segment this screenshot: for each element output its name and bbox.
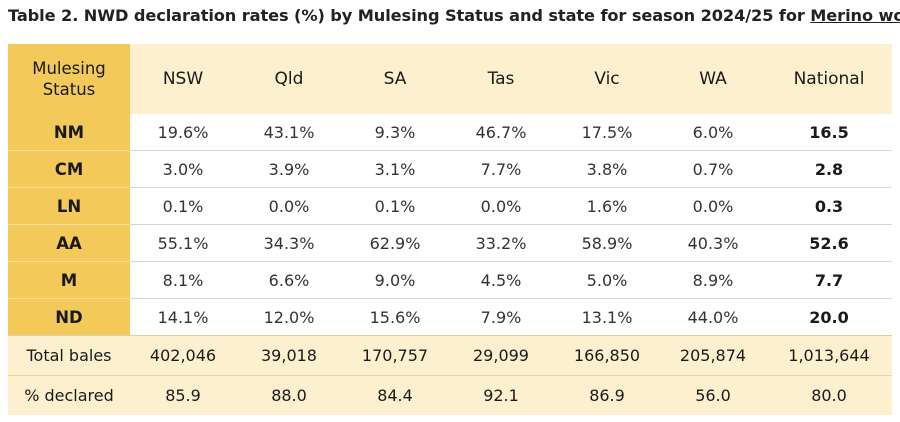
table-cell: 3.1% (342, 150, 448, 188)
mulesing-status-header: Mulesing Status (8, 44, 130, 114)
table-row-cm: CM 3.0% 3.9% 3.1% 7.7% 3.8% 0.7% 2.8 (8, 150, 892, 188)
table-cell: 46.7% (448, 114, 554, 151)
table-cell: 4.5% (448, 261, 554, 299)
declaration-rates-table: Mulesing Status NSW Qld SA Tas Vic WA Na… (8, 44, 892, 415)
table-cell: 58.9% (554, 224, 660, 262)
table-cell: 3.8% (554, 150, 660, 188)
percent-declared-row: % declared 85.9 88.0 84.4 92.1 86.9 56.0… (8, 375, 892, 415)
declared-cell: 80.0 (766, 375, 892, 415)
table-row-m: M 8.1% 6.6% 9.0% 4.5% 5.0% 8.9% 7.7 (8, 261, 892, 299)
declared-cell: 92.1 (448, 375, 554, 415)
total-cell: 1,013,644 (766, 335, 892, 376)
total-cell: 39,018 (236, 335, 342, 376)
national-cell: 52.6 (766, 224, 892, 262)
row-label: ND (8, 298, 130, 336)
table-cell: 1.6% (554, 187, 660, 225)
table-cell: 15.6% (369, 307, 421, 327)
table-cell: 3.0% (130, 150, 236, 188)
table-cell: 17.5% (554, 114, 660, 151)
table-cell: 6.0% (660, 114, 766, 151)
column-header-tas: Tas (448, 44, 554, 114)
table-cell: 6.6% (236, 261, 342, 299)
table-cell: 5.0% (554, 261, 660, 299)
row-label: AA (8, 224, 130, 262)
total-cell: 170,757 (342, 335, 448, 376)
row-label: M (8, 261, 130, 299)
column-header-national: National (766, 44, 892, 114)
column-header-nsw: NSW (130, 44, 236, 114)
total-bales-row: Total bales 402,046 39,018 170,757 29,09… (8, 335, 892, 376)
table-cell: 0.7% (660, 150, 766, 188)
table-cell: 13.1% (581, 307, 633, 327)
table-title-text: Table 2. NWD declaration rates (%) by Mu… (8, 6, 811, 25)
national-cell: 2.8 (766, 150, 892, 188)
national-cell: 7.7 (766, 261, 892, 299)
table-cell: 19.6% (130, 114, 236, 151)
declared-cell: 86.9 (554, 375, 660, 415)
total-cell: 205,874 (660, 335, 766, 376)
header-row: Mulesing Status NSW Qld SA Tas Vic WA Na… (8, 44, 892, 114)
table-cell: 0.0% (448, 187, 554, 225)
declared-cell: 56.0 (660, 375, 766, 415)
total-cell: 166,850 (554, 335, 660, 376)
total-bales-label: Total bales (8, 335, 130, 376)
table-cell: 40.3% (660, 224, 766, 262)
table-row-nd: ND 14.1% 12.0% 15.6% 7.9% 13.1% 44.0% 20… (8, 298, 892, 336)
total-cell: 29,099 (448, 335, 554, 376)
table-cell: 34.3% (236, 224, 342, 262)
table-cell: 12.0% (263, 307, 315, 327)
table-cell: 8.9% (660, 261, 766, 299)
table-cell: 33.2% (448, 224, 554, 262)
table-title: Table 2. NWD declaration rates (%) by Mu… (8, 6, 900, 25)
table-cell: 0.0% (660, 187, 766, 225)
table-cell: 43.1% (236, 114, 342, 151)
table-cell: 9.0% (342, 261, 448, 299)
table-cell: 9.3% (342, 114, 448, 151)
table-cell: 3.9% (236, 150, 342, 188)
national-cell: 0.3 (766, 187, 892, 225)
table-cell: 7.7% (448, 150, 554, 188)
table-cell: 7.9% (480, 307, 522, 327)
column-header-wa: WA (660, 44, 766, 114)
table-cell: 14.1% (157, 307, 209, 327)
table-cell: 62.9% (342, 224, 448, 262)
national-cell: 16.5 (766, 114, 892, 151)
row-label: LN (8, 187, 130, 225)
column-header-qld: Qld (236, 44, 342, 114)
total-cell: 402,046 (130, 335, 236, 376)
merino-wool-link[interactable]: Merino wool (810, 6, 900, 25)
table-cell: 55.1% (130, 224, 236, 262)
row-label: CM (8, 150, 130, 188)
table-row-aa: AA 55.1% 34.3% 62.9% 33.2% 58.9% 40.3% 5… (8, 224, 892, 262)
table-row-nm: NM 19.6% 43.1% 9.3% 46.7% 17.5% 6.0% 16.… (8, 114, 892, 151)
declared-cell: 88.0 (236, 375, 342, 415)
percent-declared-label: % declared (8, 375, 130, 415)
table-row-ln: LN 0.1% 0.0% 0.1% 0.0% 1.6% 0.0% 0.3 (8, 187, 892, 225)
national-cell: 20.0 (809, 307, 849, 327)
table-cell: 8.1% (130, 261, 236, 299)
column-header-sa: SA (342, 44, 448, 114)
declared-cell: 84.4 (342, 375, 448, 415)
column-header-vic: Vic (554, 44, 660, 114)
table-cell: 0.1% (342, 187, 448, 225)
row-label: NM (8, 114, 130, 151)
table-cell: 0.1% (130, 187, 236, 225)
table-cell: 44.0% (687, 307, 739, 327)
table-cell: 0.0% (236, 187, 342, 225)
declared-cell: 85.9 (130, 375, 236, 415)
